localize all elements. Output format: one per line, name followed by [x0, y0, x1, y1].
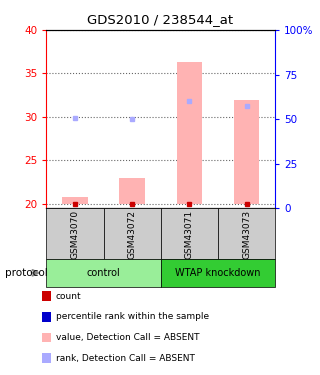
Bar [218, 208, 275, 259]
Bar [46, 208, 104, 259]
Bar [177, 62, 202, 204]
Text: GSM43070: GSM43070 [70, 210, 79, 259]
Text: GSM43071: GSM43071 [185, 210, 194, 259]
Text: value, Detection Call = ABSENT: value, Detection Call = ABSENT [56, 333, 199, 342]
Bar [62, 197, 88, 204]
Bar [161, 259, 275, 287]
Bar [234, 100, 260, 204]
Bar [119, 178, 145, 204]
Text: GSM43073: GSM43073 [242, 210, 251, 259]
Text: GSM43072: GSM43072 [128, 210, 137, 259]
Text: percentile rank within the sample: percentile rank within the sample [56, 312, 209, 321]
Bar [161, 208, 218, 259]
Text: WTAP knockdown: WTAP knockdown [175, 268, 261, 278]
Text: control: control [87, 268, 120, 278]
Bar [104, 208, 161, 259]
Text: protocol: protocol [5, 268, 48, 278]
Text: GDS2010 / 238544_at: GDS2010 / 238544_at [87, 13, 233, 26]
Text: count: count [56, 292, 82, 301]
Bar [46, 259, 161, 287]
Text: rank, Detection Call = ABSENT: rank, Detection Call = ABSENT [56, 354, 195, 363]
